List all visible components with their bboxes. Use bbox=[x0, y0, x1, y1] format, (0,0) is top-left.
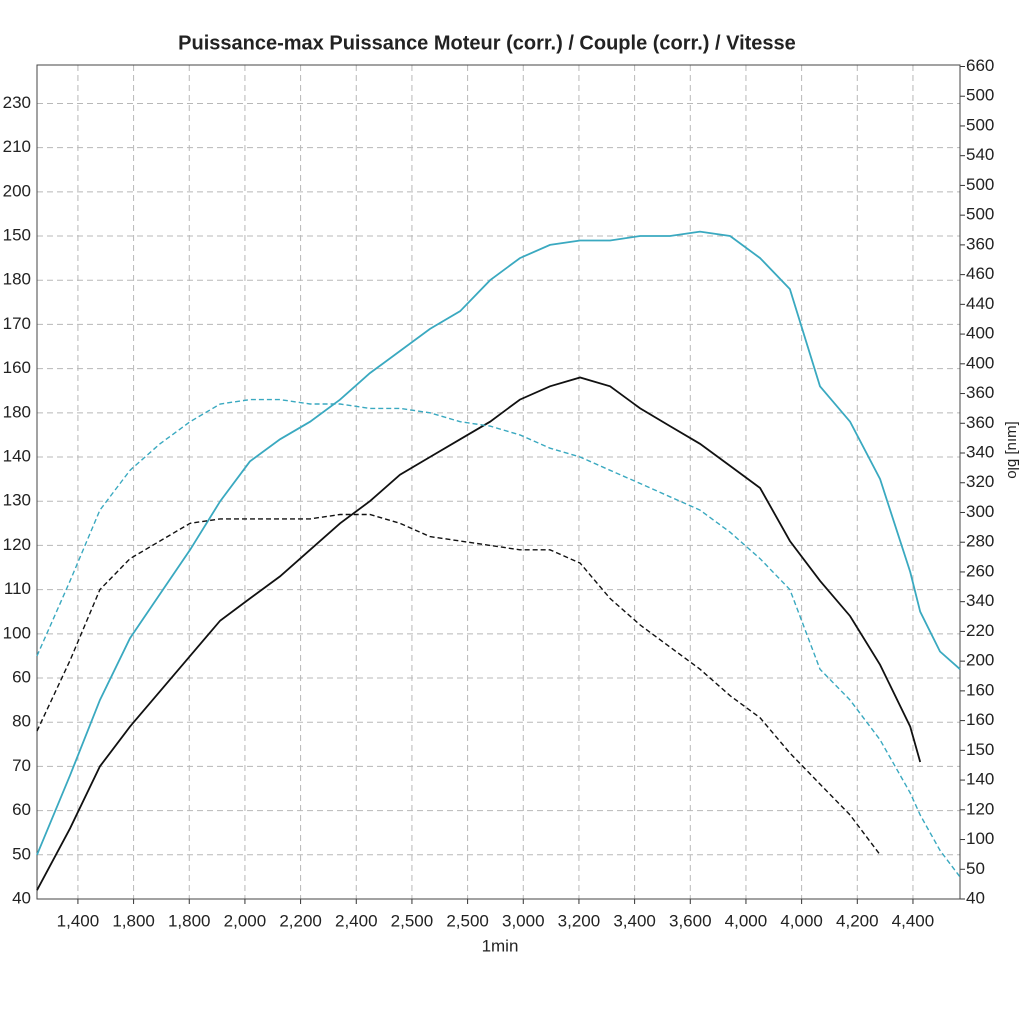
x-tick-label: 3,400 bbox=[613, 911, 656, 930]
y-tick-label: 60 bbox=[12, 667, 31, 686]
x-tick-label: 1,400 bbox=[57, 911, 100, 930]
y-tick-label: 160 bbox=[3, 358, 31, 377]
y-tick-label: 50 bbox=[12, 844, 31, 863]
x-tick-label: 4,000 bbox=[780, 911, 823, 930]
y-tick-label: 110 bbox=[4, 579, 31, 598]
y-tick-label: 170 bbox=[3, 314, 31, 333]
y2-tick-label: 440 bbox=[966, 294, 994, 313]
y-tick-label: 80 bbox=[12, 712, 31, 731]
y-tick-label: 120 bbox=[3, 535, 31, 554]
y2-tick-label: 100 bbox=[966, 829, 994, 848]
x-tick-label: 2,500 bbox=[391, 911, 434, 930]
y2-tick-label: 300 bbox=[966, 502, 994, 521]
series-line bbox=[36, 376, 922, 891]
y2-tick-label: 360 bbox=[966, 383, 994, 402]
series-line bbox=[36, 513, 881, 856]
chart-title: Puissance-max Puissance Moteur (corr.) /… bbox=[178, 32, 796, 54]
y2-tick-label: 460 bbox=[966, 264, 994, 283]
x-tick-label: 2,000 bbox=[224, 911, 267, 930]
y2-tick-label: 660 bbox=[966, 56, 994, 75]
y2-tick-label: 200 bbox=[966, 651, 994, 670]
x-tick-label: 2,500 bbox=[446, 911, 489, 930]
y2-tick-label: 280 bbox=[966, 532, 994, 551]
x-tick-label: 1,800 bbox=[168, 911, 211, 930]
y2-tick-label: 160 bbox=[966, 710, 994, 729]
y-tick-label: 180 bbox=[3, 402, 31, 421]
series-line bbox=[36, 398, 961, 878]
y2-axis-title: [ɯıu] ƃlo bbox=[1004, 421, 1021, 479]
y-tick-label: 100 bbox=[3, 623, 31, 642]
y-tick-label: 210 bbox=[3, 137, 31, 156]
y2-tick-label: 400 bbox=[966, 324, 994, 343]
y2-tick-label: 50 bbox=[966, 859, 985, 878]
y-tick-label: 130 bbox=[3, 491, 31, 510]
y2-tick-label: 320 bbox=[966, 472, 994, 491]
y2-tick-label: 500 bbox=[966, 86, 994, 105]
y-tick-label: 230 bbox=[3, 93, 31, 112]
x-tick-label: 4,000 bbox=[725, 911, 768, 930]
y2-tick-label: 120 bbox=[966, 799, 994, 818]
x-tick-label: 3,600 bbox=[669, 911, 712, 930]
x-tick-label: 4,200 bbox=[836, 911, 879, 930]
y2-tick-label: 40 bbox=[966, 888, 985, 907]
x-tick-label: 2,200 bbox=[279, 911, 322, 930]
y2-tick-label: 140 bbox=[966, 770, 994, 789]
y2-tick-label: 220 bbox=[966, 621, 994, 640]
y2-tick-label: 540 bbox=[966, 145, 994, 164]
y2-tick-label: 400 bbox=[966, 353, 994, 372]
x-tick-label: 2,400 bbox=[335, 911, 378, 930]
y2-tick-label: 500 bbox=[966, 115, 994, 134]
y2-tick-label: 340 bbox=[966, 591, 994, 610]
y-tick-label: 200 bbox=[3, 181, 31, 200]
plot-frame bbox=[36, 64, 961, 900]
y-tick-label: 180 bbox=[3, 270, 31, 289]
x-tick-label: 1,800 bbox=[112, 911, 155, 930]
y2-tick-label: 340 bbox=[966, 442, 994, 461]
y-tick-label: 60 bbox=[12, 800, 31, 819]
y2-tick-label: 160 bbox=[966, 680, 994, 699]
y2-tick-label: 500 bbox=[966, 175, 994, 194]
y2-tick-label: 360 bbox=[966, 413, 994, 432]
series-line bbox=[36, 230, 961, 856]
y-tick-label: 70 bbox=[12, 756, 31, 775]
y2-tick-label: 360 bbox=[966, 234, 994, 253]
y2-tick-label: 260 bbox=[966, 561, 994, 580]
y-tick-label: 150 bbox=[3, 226, 31, 245]
y-tick-label: 140 bbox=[3, 447, 31, 466]
x-axis-title: 1min bbox=[482, 936, 519, 955]
x-tick-label: 3,200 bbox=[558, 911, 601, 930]
x-tick-label: 4,400 bbox=[892, 911, 935, 930]
y-tick-label: 40 bbox=[12, 888, 31, 907]
y2-tick-label: 500 bbox=[966, 205, 994, 224]
y2-tick-label: 150 bbox=[966, 740, 994, 759]
x-tick-label: 3,000 bbox=[502, 911, 545, 930]
